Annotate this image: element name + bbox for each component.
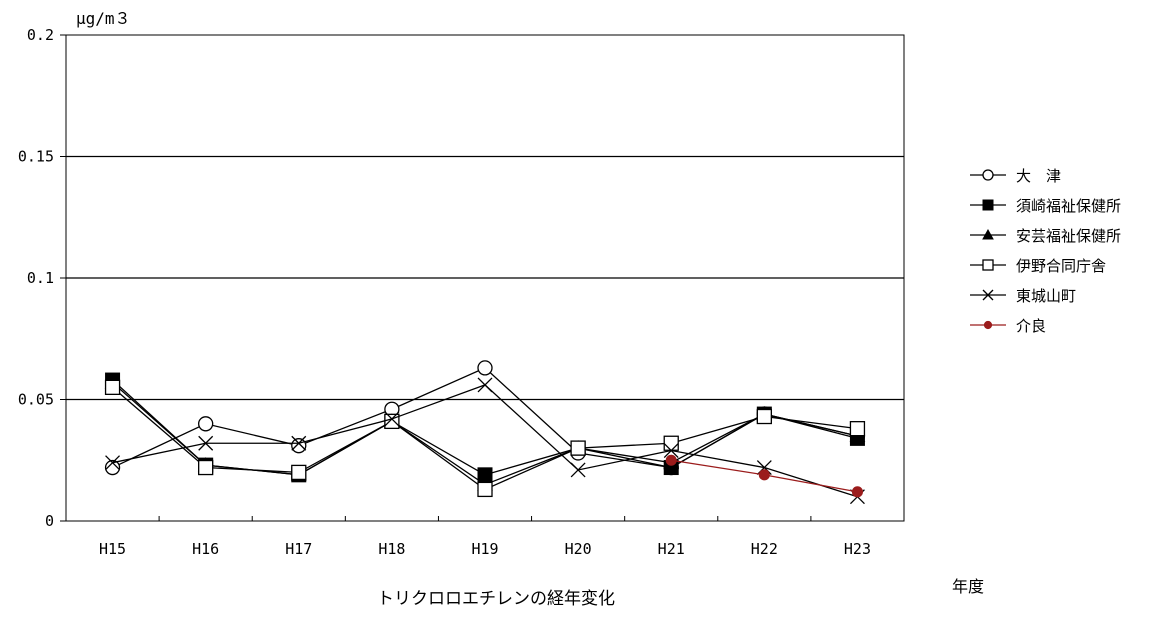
- y-tick-label: 0.05: [18, 391, 54, 409]
- legend-item: 伊野合同庁舎: [970, 257, 1106, 275]
- legend-item: 須崎福祉保健所: [970, 197, 1121, 215]
- x-axis-ticks: H15 H16 H17 H18 H19 H20 H21 H22 H23: [99, 516, 871, 558]
- data-point: [849, 421, 866, 437]
- x-tick-label: H16: [192, 540, 219, 558]
- series: [104, 379, 866, 498]
- data-point: [105, 455, 121, 471]
- data-point: [982, 228, 994, 240]
- legend-label: 介良: [1016, 317, 1046, 335]
- data-point: [198, 459, 214, 476]
- legend-label: 須崎福祉保健所: [1016, 197, 1121, 215]
- series-line: [112, 379, 858, 476]
- x-axis-label: 年度: [952, 577, 984, 596]
- data-point: [291, 438, 307, 454]
- series: [104, 360, 866, 476]
- data-point: [983, 320, 993, 330]
- x-tick-label: H18: [378, 540, 405, 558]
- data-point: [982, 289, 994, 301]
- x-tick-label: H21: [658, 540, 685, 558]
- x-tick-label: H22: [751, 540, 778, 558]
- x-tick-label: H17: [285, 540, 312, 558]
- data-point: [477, 360, 493, 376]
- y-tick-label: 0.15: [18, 148, 54, 166]
- legend-item: 安芸福祉保健所: [970, 227, 1121, 245]
- data-point: [570, 462, 586, 478]
- data-point: [665, 454, 677, 466]
- data-point: [477, 377, 493, 393]
- chart-title: トリクロロエチレンの経年変化: [377, 589, 615, 609]
- data-point: [570, 440, 586, 456]
- legend-label: 伊野合同庁舎: [1016, 257, 1106, 275]
- y-axis-ticks: 0 0.05 0.1 0.15 0.2: [18, 26, 66, 530]
- y-tick-label: 0.1: [27, 269, 54, 287]
- data-point: [291, 435, 307, 451]
- data-point: [663, 443, 679, 458]
- data-point: [982, 199, 994, 211]
- x-tick-label: H23: [844, 540, 871, 558]
- data-point: [756, 408, 772, 425]
- data-point: [104, 459, 121, 476]
- x-tick-label: H15: [99, 540, 126, 558]
- data-point: [198, 416, 214, 432]
- legend-label: 大 津: [1016, 167, 1061, 185]
- data-point: [851, 486, 863, 498]
- y-tick-label: 0.2: [27, 26, 54, 44]
- x-tick-label: H20: [565, 540, 592, 558]
- data-point: [104, 379, 121, 396]
- data-point: [477, 481, 493, 498]
- series: [665, 454, 863, 498]
- legend-label: 東城山町: [1016, 287, 1076, 305]
- series-layer: [104, 360, 866, 505]
- x-tick-label: H19: [471, 540, 498, 558]
- legend-label: 安芸福祉保健所: [1016, 227, 1121, 245]
- data-point: [758, 469, 770, 481]
- data-point: [198, 435, 214, 451]
- legend-item: 東城山町: [970, 287, 1076, 305]
- y-axis-label: μg/m３: [76, 9, 131, 28]
- series-line: [112, 367, 858, 469]
- data-point: [291, 464, 307, 481]
- data-point: [663, 435, 679, 451]
- y-tick-label: 0: [45, 512, 54, 530]
- grid-layer: [66, 155, 904, 401]
- legend-item: 介良: [970, 317, 1046, 335]
- data-point: [982, 169, 994, 181]
- legend-item: 大 津: [970, 167, 1061, 185]
- data-point: [384, 411, 400, 427]
- data-point: [982, 259, 994, 271]
